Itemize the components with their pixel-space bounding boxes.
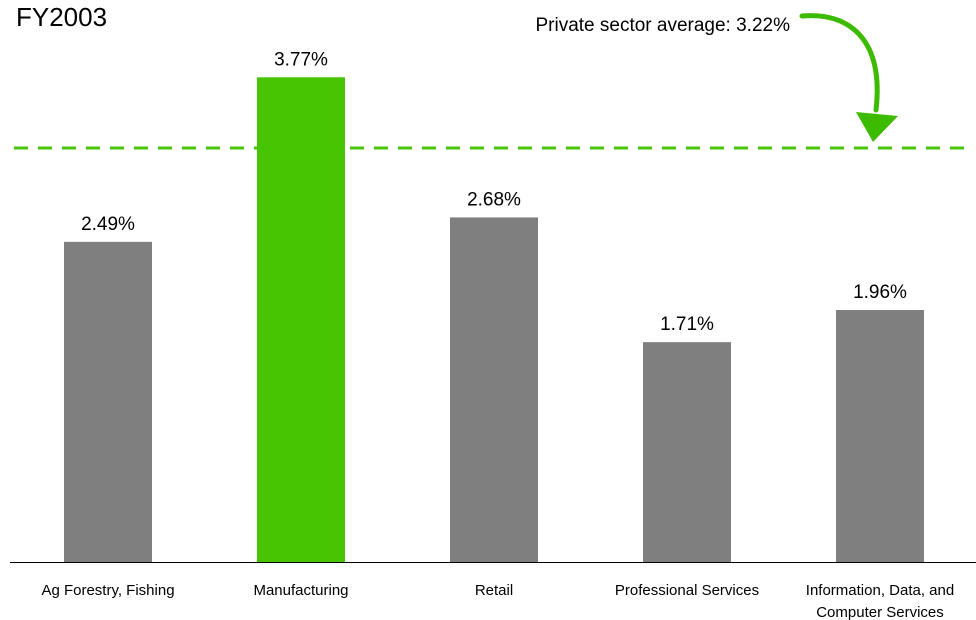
chart-title: FY2003 [16,2,107,32]
category-label: Manufacturing [253,582,348,599]
annotation-arrow-head-icon [856,112,898,142]
bar-1 [64,241,152,562]
bars-layer [64,77,924,563]
reference-line-label: Private sector average: 3.22% [535,15,790,36]
category-label: Professional Services [615,582,759,599]
bar-4 [643,342,731,562]
bar-5 [836,310,924,562]
bar-value-label: 2.68% [467,189,521,210]
bar-value-label: 3.77% [274,49,328,70]
bar-3 [450,217,538,562]
bar-value-label: 1.71% [660,314,714,335]
annotation-arrow-shaft [799,13,880,113]
bar-value-label: 1.96% [853,282,907,303]
bar-2 [257,77,345,563]
category-label: Retail [475,582,513,599]
labels-layer: 2.49% Ag Forestry, Fishing 3.77% Manufactur… [41,49,954,620]
category-label: Information, Data, and [806,582,954,599]
category-label: Ag Forestry, Fishing [41,582,174,599]
category-label: Computer Services [816,604,944,620]
bar-value-label: 2.49% [81,214,135,235]
